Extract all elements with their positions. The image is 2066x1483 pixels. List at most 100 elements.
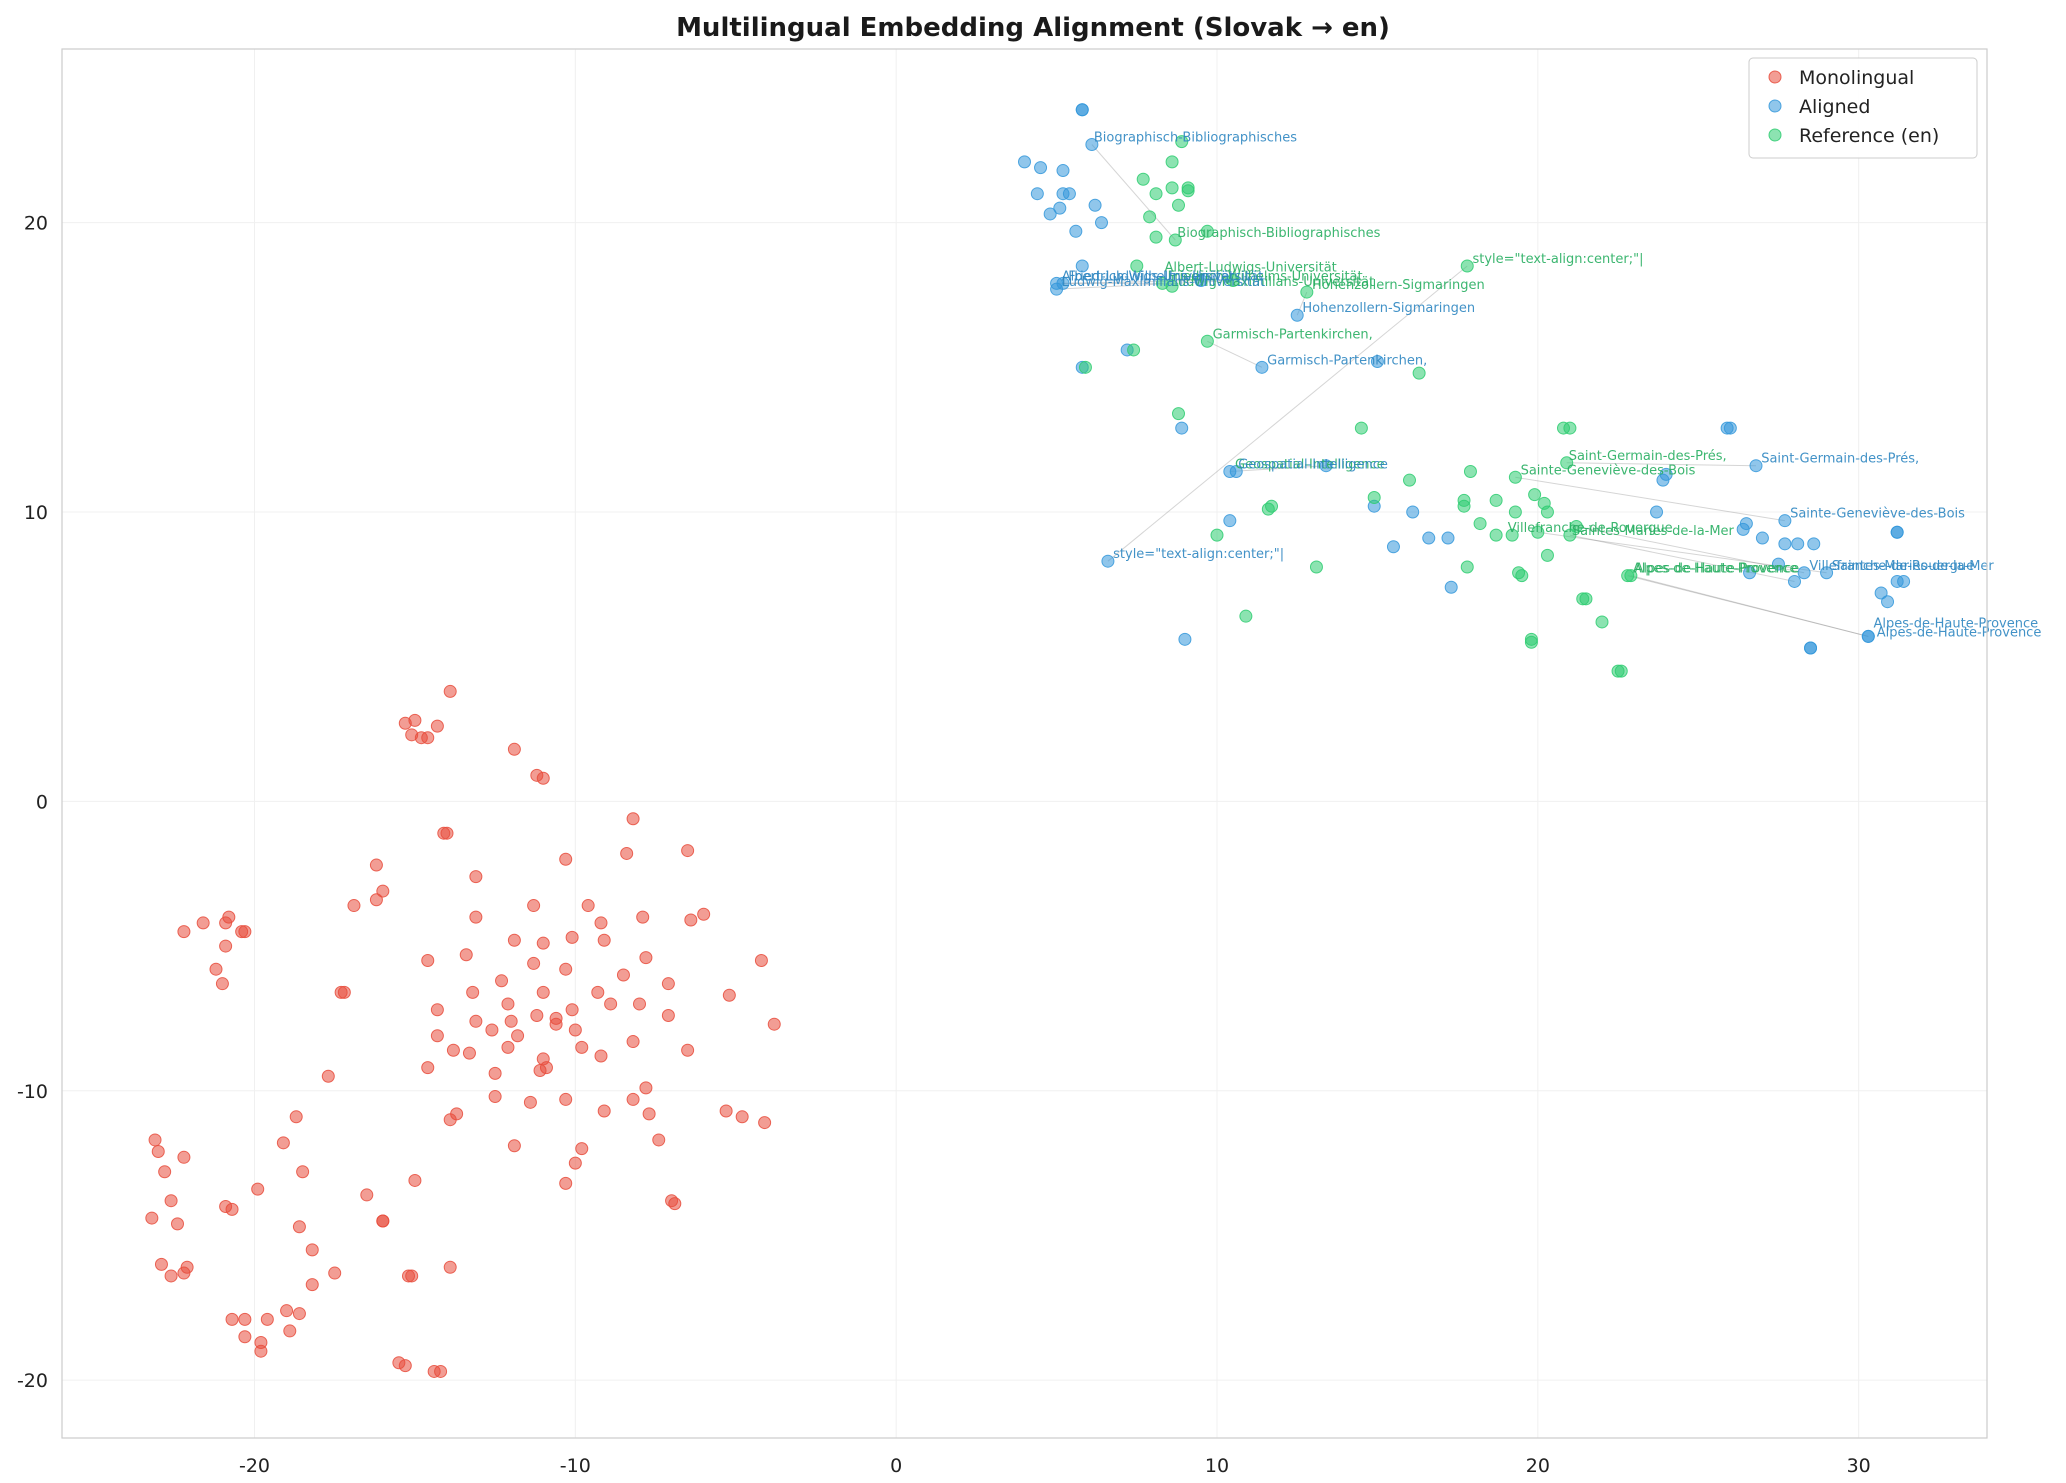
point-annotation: Sainte-Geneviève-des-Bois — [1790, 507, 1965, 522]
data-point — [151, 1145, 165, 1159]
data-point — [1739, 517, 1753, 531]
data-point — [292, 1307, 306, 1321]
plot-area-frame — [61, 48, 1988, 1439]
data-point — [280, 1304, 294, 1318]
data-point — [507, 1139, 521, 1153]
data-point — [1075, 103, 1089, 117]
point-annotation: Villefranche-de-Rouergue — [1508, 521, 1673, 536]
data-point — [1165, 155, 1179, 169]
connector-lines — [1056, 144, 1869, 637]
data-point — [1265, 499, 1279, 513]
series-reference-en — [1078, 135, 1638, 678]
data-point — [398, 1359, 412, 1373]
data-point — [305, 1243, 319, 1257]
data-point — [559, 1092, 573, 1106]
point-annotation: Garmisch-Partenkirchen, — [1267, 353, 1427, 368]
data-point — [1540, 548, 1554, 562]
legend-box — [1748, 57, 1978, 159]
data-point — [767, 1017, 781, 1031]
data-point — [164, 1194, 178, 1208]
data-point — [1444, 580, 1458, 594]
data-point — [722, 988, 736, 1002]
data-point — [219, 939, 233, 953]
data-point — [1069, 224, 1083, 238]
data-point — [154, 1257, 168, 1271]
data-point — [289, 1110, 303, 1124]
data-points — [145, 103, 1911, 1378]
grid — [62, 49, 1987, 1438]
data-point — [158, 1165, 172, 1179]
data-point — [1172, 407, 1185, 421]
data-point — [1088, 198, 1102, 212]
data-point — [321, 1069, 335, 1083]
data-point — [347, 899, 361, 913]
x-tick-label: 30 — [1847, 1455, 1871, 1477]
data-point — [1624, 569, 1638, 583]
data-point — [1771, 557, 1785, 571]
data-point — [1309, 560, 1323, 574]
data-point — [758, 1116, 772, 1130]
data-point — [1050, 282, 1064, 296]
data-point — [1595, 615, 1609, 629]
legend-label: Reference (en) — [1799, 125, 1939, 147]
data-point — [1791, 537, 1805, 551]
data-point — [1897, 574, 1911, 588]
chart-title: Multilingual Embedding Alignment (Slovak… — [676, 13, 1390, 43]
data-point — [565, 1003, 579, 1017]
data-point — [462, 1046, 476, 1060]
data-point — [1460, 560, 1474, 574]
data-point — [177, 925, 191, 939]
legend-marker — [1768, 128, 1782, 142]
data-point — [1743, 566, 1757, 580]
data-point — [1127, 343, 1141, 357]
data-point — [1018, 155, 1031, 169]
data-point — [434, 1364, 448, 1378]
data-point — [1659, 467, 1673, 481]
connector-line — [1107, 265, 1468, 562]
data-point — [488, 1090, 502, 1104]
data-point — [1524, 635, 1538, 649]
data-point — [536, 771, 550, 785]
data-point — [1078, 360, 1092, 374]
data-point — [459, 948, 473, 962]
data-point — [1370, 355, 1384, 369]
data-point — [735, 1110, 749, 1124]
data-point — [1460, 259, 1474, 273]
data-point — [369, 858, 383, 872]
data-point — [1778, 537, 1792, 551]
data-point — [1165, 279, 1179, 293]
point-annotation: Geospatial-Intelligence — [1238, 457, 1388, 472]
data-point — [1165, 181, 1179, 195]
data-point — [171, 1217, 184, 1231]
point-annotation: Saintes-Maries-de-la-Mer — [1572, 524, 1735, 539]
connector-line — [1569, 534, 1795, 582]
connector-line — [1062, 280, 1201, 284]
data-point — [260, 1312, 274, 1326]
data-point — [1614, 664, 1628, 678]
data-point — [1178, 632, 1192, 646]
data-point — [219, 916, 233, 930]
data-point — [1457, 493, 1471, 507]
point-annotation: Alpes-de-Haute-Provence — [1874, 617, 2039, 632]
data-point — [501, 997, 515, 1011]
data-point — [684, 913, 698, 927]
data-point — [1175, 421, 1189, 435]
data-point — [1101, 554, 1115, 568]
data-point — [1528, 488, 1542, 502]
data-point — [1778, 514, 1792, 528]
data-point — [495, 974, 509, 988]
data-point — [469, 910, 483, 924]
data-point — [408, 713, 422, 727]
point-annotation: Biographisch-Bibliographisches — [1177, 226, 1380, 241]
data-point — [501, 1040, 515, 1054]
data-point — [148, 1133, 162, 1147]
data-point — [1473, 517, 1487, 531]
data-point — [1175, 135, 1189, 149]
data-point — [639, 1081, 653, 1095]
data-point — [1508, 505, 1522, 519]
x-tick-label: 20 — [1526, 1455, 1550, 1477]
data-point — [369, 893, 383, 907]
data-point — [421, 1061, 435, 1075]
data-point — [1422, 531, 1436, 545]
